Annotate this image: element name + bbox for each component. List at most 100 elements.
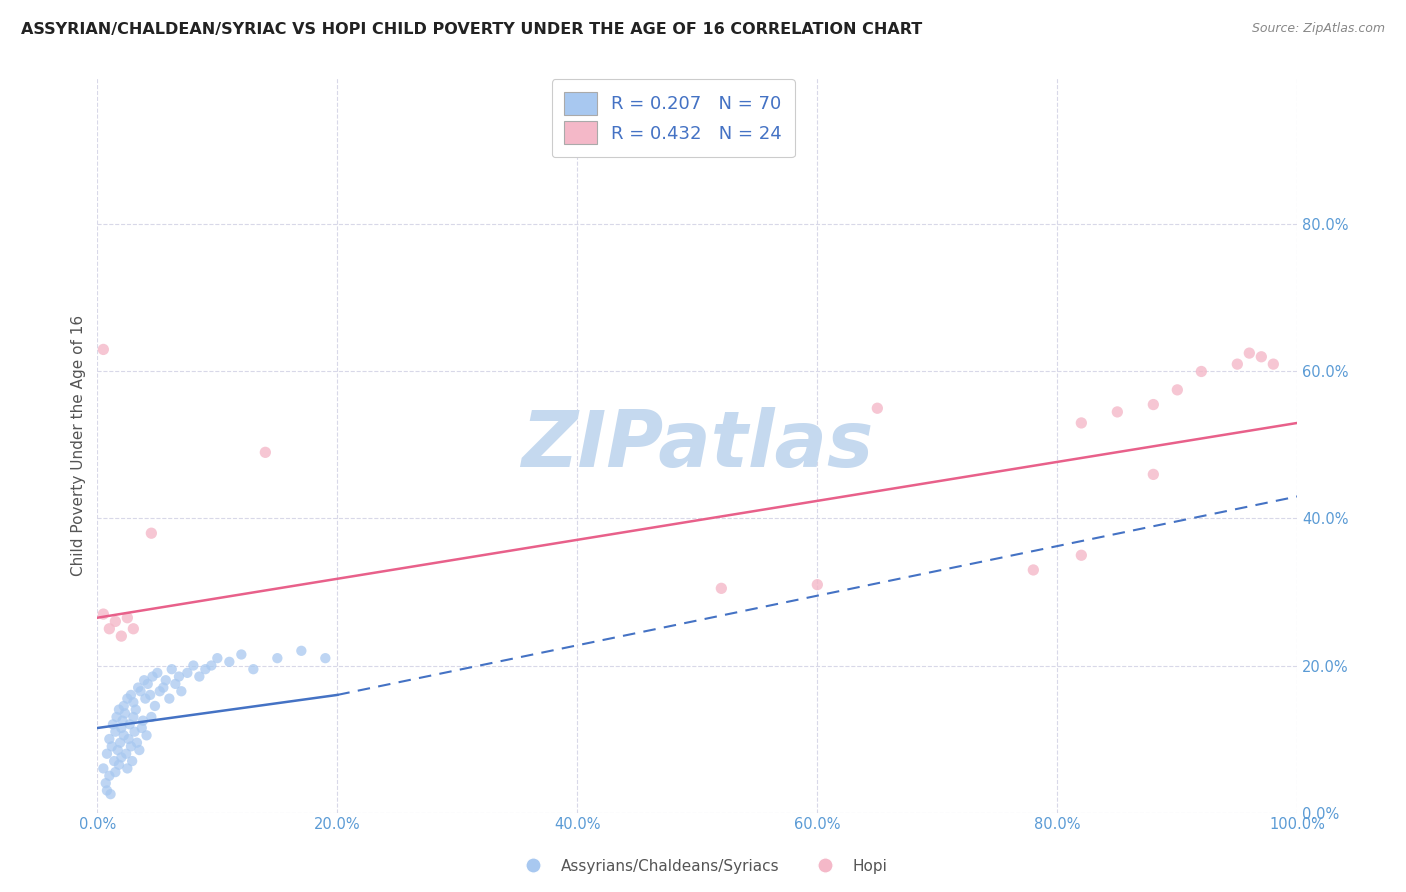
Point bbox=[141, 710, 163, 724]
Point bbox=[1107, 405, 1129, 419]
Legend: Assyrians/Chaldeans/Syriacs, Hopi: Assyrians/Chaldeans/Syriacs, Hopi bbox=[512, 853, 894, 880]
Point bbox=[129, 684, 152, 698]
Point bbox=[254, 445, 277, 459]
Text: Source: ZipAtlas.com: Source: ZipAtlas.com bbox=[1251, 22, 1385, 36]
Point bbox=[101, 717, 124, 731]
Point bbox=[134, 691, 156, 706]
Point bbox=[710, 582, 733, 596]
Point bbox=[141, 526, 163, 541]
Point bbox=[157, 691, 180, 706]
Point bbox=[1022, 563, 1045, 577]
Point bbox=[117, 611, 139, 625]
Point bbox=[1142, 467, 1164, 482]
Point bbox=[165, 677, 187, 691]
Point bbox=[266, 651, 288, 665]
Point bbox=[200, 658, 222, 673]
Point bbox=[110, 629, 132, 643]
Point bbox=[122, 710, 145, 724]
Point bbox=[93, 761, 115, 775]
Point bbox=[1166, 383, 1188, 397]
Point bbox=[98, 769, 121, 783]
Point bbox=[290, 644, 312, 658]
Point bbox=[94, 776, 117, 790]
Point bbox=[117, 732, 139, 747]
Point bbox=[110, 721, 132, 735]
Point bbox=[160, 662, 183, 676]
Point bbox=[110, 750, 132, 764]
Point bbox=[1142, 398, 1164, 412]
Point bbox=[96, 747, 118, 761]
Legend: R = 0.207   N = 70, R = 0.432   N = 24: R = 0.207 N = 70, R = 0.432 N = 24 bbox=[553, 79, 794, 157]
Point bbox=[135, 728, 157, 742]
Point bbox=[125, 736, 148, 750]
Point bbox=[866, 401, 889, 416]
Point bbox=[1239, 346, 1261, 360]
Point bbox=[100, 739, 122, 754]
Point bbox=[117, 691, 139, 706]
Point bbox=[107, 743, 129, 757]
Point bbox=[112, 728, 135, 742]
Point bbox=[132, 714, 155, 728]
Point bbox=[98, 732, 121, 747]
Point bbox=[146, 665, 169, 680]
Point bbox=[104, 724, 127, 739]
Point bbox=[1226, 357, 1249, 371]
Point bbox=[120, 688, 142, 702]
Text: ZIPatlas: ZIPatlas bbox=[522, 407, 873, 483]
Point bbox=[242, 662, 264, 676]
Point bbox=[188, 669, 211, 683]
Point bbox=[139, 688, 162, 702]
Point bbox=[111, 714, 134, 728]
Point bbox=[108, 757, 131, 772]
Point bbox=[149, 684, 172, 698]
Point bbox=[136, 677, 159, 691]
Point bbox=[207, 651, 229, 665]
Y-axis label: Child Poverty Under the Age of 16: Child Poverty Under the Age of 16 bbox=[72, 314, 86, 575]
Point bbox=[127, 681, 149, 695]
Point bbox=[1070, 416, 1092, 430]
Point bbox=[155, 673, 177, 688]
Point bbox=[194, 662, 217, 676]
Point bbox=[183, 658, 205, 673]
Point bbox=[134, 673, 156, 688]
Point bbox=[96, 783, 118, 797]
Point bbox=[806, 577, 828, 591]
Point bbox=[1189, 364, 1212, 378]
Point bbox=[176, 665, 198, 680]
Point bbox=[125, 703, 148, 717]
Point bbox=[170, 684, 193, 698]
Point bbox=[105, 710, 128, 724]
Point bbox=[117, 761, 139, 775]
Point bbox=[218, 655, 240, 669]
Point bbox=[152, 681, 174, 695]
Point bbox=[122, 695, 145, 709]
Point bbox=[98, 622, 121, 636]
Point bbox=[93, 343, 115, 357]
Point bbox=[114, 706, 136, 721]
Point bbox=[231, 648, 253, 662]
Point bbox=[115, 747, 138, 761]
Point bbox=[143, 698, 166, 713]
Point bbox=[122, 622, 145, 636]
Point bbox=[118, 717, 141, 731]
Text: ASSYRIAN/CHALDEAN/SYRIAC VS HOPI CHILD POVERTY UNDER THE AGE OF 16 CORRELATION C: ASSYRIAN/CHALDEAN/SYRIAC VS HOPI CHILD P… bbox=[21, 22, 922, 37]
Point bbox=[1070, 548, 1092, 562]
Point bbox=[128, 743, 150, 757]
Point bbox=[314, 651, 336, 665]
Point bbox=[1263, 357, 1285, 371]
Point bbox=[108, 703, 131, 717]
Point bbox=[124, 724, 146, 739]
Point bbox=[104, 615, 127, 629]
Point bbox=[120, 739, 142, 754]
Point bbox=[103, 754, 125, 768]
Point bbox=[100, 787, 122, 801]
Point bbox=[104, 765, 127, 780]
Point bbox=[141, 669, 163, 683]
Point bbox=[112, 698, 135, 713]
Point bbox=[131, 721, 153, 735]
Point bbox=[121, 754, 143, 768]
Point bbox=[167, 669, 190, 683]
Point bbox=[1250, 350, 1272, 364]
Point bbox=[108, 736, 131, 750]
Point bbox=[93, 607, 115, 621]
